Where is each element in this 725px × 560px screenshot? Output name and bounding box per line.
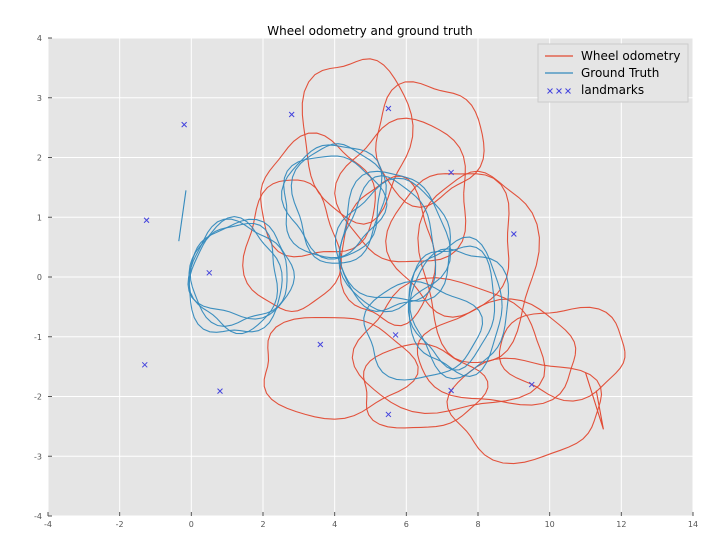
x-tick-label-7: 10 [545, 520, 555, 529]
legend-landmark-marker-0 [547, 88, 553, 94]
y-tick-label-5: 1 [37, 213, 42, 222]
y-tick-label-2: -2 [34, 393, 42, 402]
ground-truth-loop-2 [187, 218, 295, 320]
y-tick-label-3: -1 [34, 333, 42, 342]
landmark-point-1 [288, 111, 295, 118]
ground-truth-loop-12 [409, 248, 510, 380]
x-tick-label-5: 6 [404, 520, 409, 529]
y-tick-label-0: -4 [34, 512, 42, 521]
wheel-odometry-loop-12 [242, 179, 342, 313]
x-tick-label-0: -4 [44, 520, 52, 529]
landmark-point-9 [141, 361, 148, 368]
landmark-point-11 [448, 387, 454, 394]
ground-truth-loop-3 [188, 222, 279, 335]
landmark-point-10 [217, 388, 223, 394]
y-tick-label-7: 3 [37, 94, 42, 103]
x-tick-label-6: 8 [475, 520, 480, 529]
wheel-odometry-loop-1 [375, 81, 485, 208]
grid [47, 37, 694, 517]
ground-truth-start-segment [178, 190, 187, 242]
wheel-odometry-loop-6 [263, 316, 419, 420]
wheel-odometry-loop-3 [339, 175, 437, 327]
ground-truth-loop-1 [188, 216, 283, 333]
wheel-odometry-loop-2 [260, 132, 376, 258]
legend-swatch-landmarks [547, 88, 571, 94]
ground-truth-loop-4 [281, 144, 383, 260]
landmark-point-0 [181, 121, 188, 128]
landmark-point-6 [206, 269, 213, 276]
y-tick-label-4: 0 [37, 273, 42, 282]
wheel-odometry-tail [584, 372, 604, 430]
x-tick-label-3: 2 [260, 520, 265, 529]
x-tick-label-4: 4 [332, 520, 337, 529]
wheel-odometry-loop-10 [446, 357, 603, 465]
y-tick-label-1: -3 [34, 452, 42, 461]
legend-label-landmarks: landmarks [581, 83, 644, 97]
wheel-odometry-loop-11 [363, 343, 489, 429]
landmark-point-8 [392, 332, 399, 338]
x-tick-label-1: -2 [116, 520, 124, 529]
legend: Wheel odometry Ground Truth landmarks [537, 43, 689, 103]
legend-landmark-marker-2 [565, 88, 571, 94]
wheel-odometry-loop-5 [417, 170, 540, 364]
ground-truth-loop-11 [407, 245, 496, 371]
landmark-point-3 [143, 217, 150, 224]
ground-truth-loop-13 [363, 280, 484, 381]
landmark-point-4 [448, 169, 454, 176]
wheel-odometry-loop-0 [301, 58, 414, 225]
landmark-point-13 [528, 381, 535, 388]
legend-landmark-marker-1 [556, 88, 562, 94]
series-layer [141, 58, 626, 465]
wheel-odometry-loop-8 [416, 298, 577, 406]
ground-truth-loop-8 [339, 175, 437, 312]
ground-truth-loop-6 [283, 155, 388, 259]
ground-truth-loop-5 [290, 143, 387, 264]
x-tick-label-8: 12 [616, 520, 626, 529]
landmark-point-7 [317, 341, 324, 348]
y-tick-label-6: 2 [37, 154, 42, 163]
landmark-point-2 [385, 105, 392, 112]
wheel-odometry-loop-13 [334, 117, 467, 263]
ground-truth-loop-9 [334, 177, 451, 302]
legend-label-wheel-odometry: Wheel odometry [581, 49, 681, 63]
landmark-point-5 [510, 231, 517, 237]
wheel-odometry-loop-7 [351, 277, 546, 414]
landmark-point-12 [385, 411, 392, 418]
x-tick-label-9: 14 [688, 520, 698, 529]
x-tick-label-2: 0 [189, 520, 194, 529]
legend-label-ground-truth: Ground Truth [581, 66, 659, 80]
chart-title: Wheel odometry and ground truth [267, 24, 473, 38]
y-tick-label-8: 4 [37, 34, 42, 43]
